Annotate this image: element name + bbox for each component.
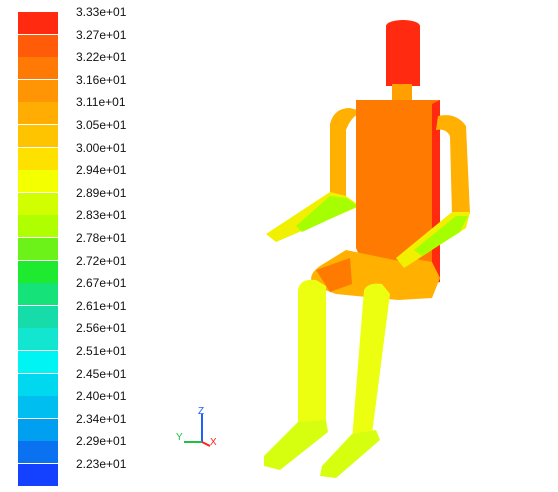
colorbar-swatch	[18, 125, 58, 147]
z-axis-label: Z	[198, 406, 204, 417]
colorbar-tick-label: 2.56e+01	[76, 321, 127, 336]
colorbar-swatch	[18, 260, 58, 283]
colorbar-swatch	[18, 192, 58, 215]
colorbar-swatch	[18, 283, 58, 306]
colorbar-swatch	[18, 147, 58, 170]
colorbar-tick-label: 3.22e+01	[76, 50, 127, 65]
colorbar-swatch	[18, 328, 58, 351]
colorbar-legend: 3.33e+01 3.27e+01 3.22e+01 3.16e+01 3.11e+01…	[0, 0, 150, 492]
colorbar-swatch	[18, 215, 58, 238]
colorbar-swatch	[18, 464, 58, 486]
colorbar-tick-label: 3.00e+01	[76, 140, 127, 155]
colorbar-tick-label: 2.40e+01	[76, 389, 127, 404]
colorbar-tick-label: 2.83e+01	[76, 208, 127, 223]
colorbar-tick-label: 3.33e+01	[76, 5, 127, 19]
right-arm	[396, 115, 470, 268]
colorbar-tick-label: 2.89e+01	[76, 185, 127, 200]
colorbar-swatch	[18, 170, 58, 193]
x-axis	[201, 441, 211, 447]
colorbar-tick-label: 2.34e+01	[76, 411, 127, 426]
colorbar-tick-label: 2.29e+01	[76, 434, 127, 449]
colorbar-tick-label: 2.45e+01	[76, 366, 127, 381]
colorbar-tick-label: 2.72e+01	[76, 253, 127, 268]
colorbar-swatch	[18, 12, 58, 34]
x-axis-label: X	[210, 437, 217, 448]
colorbar-tick-label: 2.23e+01	[76, 457, 127, 471]
colorbar-swatch	[18, 57, 58, 80]
colorbar-swatch	[18, 396, 58, 419]
colorbar-swatch	[18, 102, 58, 125]
colorbar-tick-label: 2.78e+01	[76, 231, 127, 245]
colorbar-tick-label: 2.67e+01	[76, 276, 127, 291]
colorbar-swatch	[18, 305, 58, 328]
colorbar-swatch	[18, 418, 58, 441]
colorbar-tick-label: 3.05e+01	[76, 118, 127, 132]
colorbar-swatch	[18, 441, 58, 464]
colorbar-tick-label: 3.16e+01	[76, 72, 127, 87]
feet	[264, 420, 380, 478]
colorbar-swatch	[18, 351, 58, 373]
colorbar-swatch	[18, 373, 58, 396]
colorbar-tick-label: 3.11e+01	[76, 95, 126, 110]
colorbar-swatch	[18, 79, 58, 102]
colorbar-tick-label: 2.94e+01	[76, 163, 127, 178]
colorbar-tick-label: 2.61e+01	[76, 298, 127, 313]
y-axis-label: Y	[176, 432, 183, 443]
head	[386, 20, 420, 86]
colorbar-swatch	[18, 34, 58, 57]
axis-triad: Z Y X	[176, 406, 217, 448]
torso	[356, 100, 440, 276]
colorbar-tick-label: 3.27e+01	[76, 27, 127, 42]
lower-legs	[298, 279, 390, 440]
left-arm	[266, 108, 364, 242]
colorbar-tick-label: 2.51e+01	[76, 344, 127, 358]
colorbar-swatch	[18, 238, 58, 260]
